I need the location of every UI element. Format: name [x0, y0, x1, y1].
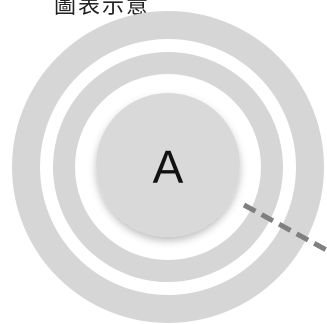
- connector-line: [242, 202, 327, 254]
- middle-ring: [53, 52, 283, 282]
- node-circle: [96, 93, 240, 237]
- caption: 圖表示意: [54, 0, 151, 19]
- node-label: A: [152, 141, 184, 193]
- outer-ring: [12, 11, 324, 323]
